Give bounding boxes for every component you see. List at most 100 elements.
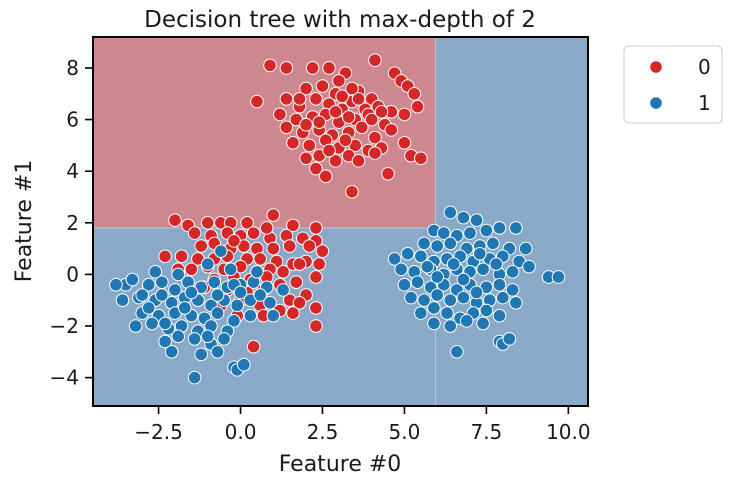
data-point-class-0 <box>266 241 281 256</box>
data-point-class-1 <box>492 221 507 235</box>
data-point-class-0 <box>184 262 199 277</box>
data-point-class-0 <box>309 221 323 235</box>
data-point-class-1 <box>469 285 484 300</box>
data-point-class-1 <box>436 226 451 240</box>
data-point-class-0 <box>407 86 422 101</box>
data-point-class-1 <box>414 249 428 264</box>
data-point-class-1 <box>236 357 251 372</box>
data-point-class-1 <box>394 262 408 277</box>
data-point-class-1 <box>400 246 415 261</box>
data-point-class-1 <box>263 295 277 310</box>
data-point-class-0 <box>292 295 307 310</box>
data-point-class-0 <box>286 306 300 320</box>
x-axis-ticks: −2.5 0.0 2.5 5.0 7.5 10.0 <box>134 406 591 444</box>
data-point-class-1 <box>164 345 179 359</box>
data-point-class-0 <box>299 151 313 166</box>
data-point-class-0 <box>250 94 264 109</box>
data-point-class-0 <box>263 58 277 73</box>
data-point-class-0 <box>397 107 412 122</box>
data-point-class-0 <box>253 252 267 266</box>
data-point-class-0 <box>246 226 261 240</box>
data-point-class-1 <box>214 244 228 258</box>
data-point-class-0 <box>227 234 241 248</box>
data-point-class-0 <box>282 239 297 253</box>
data-point-class-1 <box>230 298 245 313</box>
data-point-class-0 <box>266 208 281 222</box>
data-points <box>109 53 566 385</box>
data-point-class-1 <box>489 257 504 271</box>
data-point-class-0 <box>309 161 323 176</box>
data-point-class-1 <box>456 210 471 225</box>
data-point-class-1 <box>492 277 507 292</box>
x-tick-label: 7.5 <box>470 420 502 444</box>
x-tick-label: −2.5 <box>134 420 183 444</box>
data-point-class-0 <box>302 239 317 253</box>
data-point-class-0 <box>328 154 343 168</box>
data-point-class-0 <box>312 115 326 129</box>
data-point-class-1 <box>479 223 494 238</box>
data-point-class-0 <box>341 110 356 124</box>
data-point-class-1 <box>155 288 169 302</box>
data-point-class-1 <box>427 301 441 315</box>
data-point-class-0 <box>187 226 202 240</box>
data-point-class-1 <box>217 332 231 346</box>
data-point-class-1 <box>168 283 182 297</box>
data-point-class-0 <box>381 166 395 181</box>
data-point-class-1 <box>233 285 248 300</box>
data-point-class-1 <box>387 252 402 266</box>
legend-label-1: 1 <box>698 91 711 115</box>
x-tick-label: 5.0 <box>389 420 421 444</box>
data-point-class-0 <box>279 92 294 106</box>
chart-title: Decision tree with max-depth of 2 <box>144 7 536 33</box>
data-point-class-0 <box>309 92 323 106</box>
data-point-class-1 <box>125 272 140 287</box>
data-point-class-0 <box>345 185 359 199</box>
x-tick-label: 2.5 <box>307 420 339 444</box>
data-point-class-1 <box>495 290 510 305</box>
data-point-class-1 <box>135 288 149 302</box>
data-point-class-0 <box>279 120 294 135</box>
data-point-class-1 <box>456 272 471 287</box>
data-point-class-1 <box>177 301 192 315</box>
data-point-class-0 <box>168 213 182 228</box>
data-point-class-1 <box>223 262 238 277</box>
data-point-class-0 <box>351 154 366 168</box>
data-point-class-0 <box>374 105 389 119</box>
data-point-class-1 <box>443 236 458 251</box>
data-point-class-1 <box>184 285 199 300</box>
data-point-class-1 <box>200 329 215 344</box>
y-tick-label: 2 <box>66 211 79 235</box>
data-point-class-1 <box>253 288 267 302</box>
data-point-class-1 <box>459 314 474 328</box>
data-point-class-1 <box>430 270 445 284</box>
data-point-class-1 <box>397 277 412 292</box>
data-point-class-0 <box>368 53 382 68</box>
data-point-class-0 <box>286 135 300 150</box>
y-axis-label: Feature #1 <box>12 160 37 283</box>
data-point-class-1 <box>417 293 431 308</box>
data-point-class-0 <box>368 146 382 160</box>
data-point-class-1 <box>210 306 225 320</box>
x-axis-label: Feature #0 <box>279 452 402 477</box>
data-point-class-1 <box>469 213 484 228</box>
data-point-class-0 <box>364 112 379 127</box>
data-point-class-1 <box>463 226 477 240</box>
data-point-class-1 <box>551 270 566 284</box>
data-point-class-0 <box>335 89 349 104</box>
data-point-class-0 <box>345 81 359 96</box>
data-point-class-1 <box>476 316 490 331</box>
data-point-class-0 <box>194 239 208 253</box>
y-tick-label: 4 <box>66 159 79 183</box>
data-point-class-1 <box>158 334 172 349</box>
data-point-class-1 <box>420 259 435 274</box>
data-point-class-0 <box>315 79 330 93</box>
legend-marker-1 <box>649 96 663 110</box>
data-point-class-0 <box>397 135 412 150</box>
data-point-class-0 <box>259 221 274 235</box>
data-point-class-1 <box>266 308 281 323</box>
data-point-class-1 <box>430 288 445 302</box>
data-point-class-0 <box>279 61 294 75</box>
data-point-class-1 <box>509 221 523 235</box>
data-point-class-1 <box>522 259 536 274</box>
